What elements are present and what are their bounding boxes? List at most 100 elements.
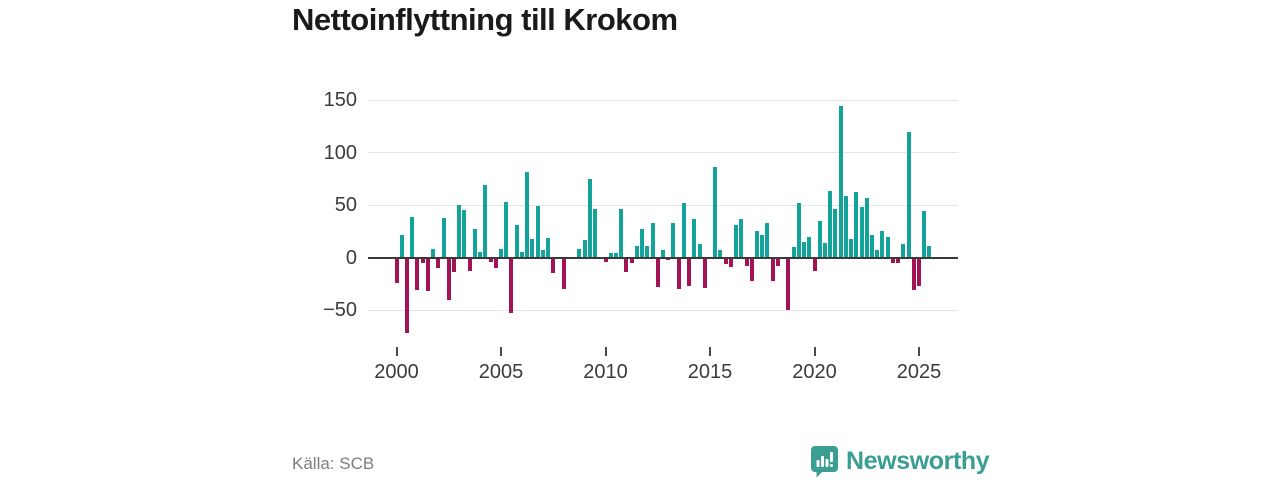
bar-2011Q4 [640,229,645,258]
bar-2021Q2 [838,106,843,258]
bar-2015Q2 [713,167,718,258]
bar-2001Q4 [431,249,436,258]
bar-2015Q4 [723,257,728,264]
bar-2000Q3 [404,257,409,334]
bar-2003Q1 [457,205,462,258]
bar-2007Q3 [551,257,556,274]
bar-2005Q1 [499,249,503,258]
bar-2005Q4 [514,224,519,258]
bar-2010Q3 [613,253,618,258]
bar-2017Q3 [760,235,765,258]
bar-2011Q1 [624,257,629,273]
bar-2004Q2 [483,185,488,258]
bar-2007Q2 [546,237,551,258]
bar-2004Q4 [493,257,498,268]
bar-2009Q2 [587,178,592,258]
gridline-y-100 [368,152,958,153]
bar-2025Q1 [917,257,921,286]
zero-axis-line [368,256,958,259]
bar-2002Q1 [436,257,441,268]
bar-2008Q1 [561,257,566,289]
bar-2002Q2 [441,217,446,258]
bar-2013Q4 [681,202,686,258]
bar-2018Q4 [786,257,791,310]
chart-title: Nettoinflyttning till Krokom [292,2,678,37]
x-axis-label-2020: 2020 [792,361,837,383]
bar-2006Q1 [519,252,524,258]
bar-2018Q1 [770,257,775,281]
bar-2000Q1 [394,257,399,283]
bar-2016Q4 [744,257,749,266]
bar-2000Q2 [399,235,404,258]
bar-2010Q2 [608,253,613,258]
bar-2013Q1 [666,257,671,260]
bar-2014Q4 [702,257,707,288]
bar-2025Q3 [927,245,932,258]
bar-2012Q3 [655,257,660,287]
bar-2011Q2 [629,257,634,263]
bar-2023Q1 [875,250,880,258]
bar-2016Q2 [734,224,739,258]
y-axis-label-50: 50 [334,194,357,216]
x-tick-2005 [500,347,502,356]
bar-2019Q2 [796,202,801,258]
bar-2021Q1 [833,209,838,258]
bar-2024Q3 [906,131,911,258]
x-axis-label-2005: 2005 [478,361,524,383]
y-axis-label-150: 150 [323,89,357,111]
bar-2003Q2 [462,210,467,258]
bar-2020Q3 [822,242,827,258]
bar-2020Q2 [817,220,822,258]
bar-2003Q4 [472,229,477,258]
bar-2022Q2 [859,207,864,258]
gridline-y-50 [368,204,958,206]
newsworthy-logo-icon [811,446,838,478]
bar-2019Q4 [807,236,812,258]
bar-2016Q3 [739,218,744,258]
gridline-y-150 [368,99,958,101]
bar-2001Q2 [420,257,425,263]
bar-2023Q2 [880,231,885,258]
bar-2015Q3 [718,250,723,258]
y-axis-label-100: 100 [323,141,357,164]
x-tick-2015 [709,347,711,356]
y-axis-label--50: −50 [323,299,357,321]
bar-2013Q3 [676,257,681,289]
x-axis-label-2000: 2000 [374,361,419,383]
bar-2016Q1 [728,257,733,267]
bar-2022Q3 [864,197,869,258]
y-axis-label-0: 0 [345,246,357,269]
x-axis-label-2015: 2015 [687,361,733,383]
bar-2014Q3 [697,243,702,258]
bar-2013Q2 [671,222,676,258]
bar-2014Q1 [687,257,692,286]
bar-2018Q2 [775,257,780,266]
bar-2024Q4 [911,257,916,291]
bar-2012Q1 [645,245,650,258]
bar-2023Q3 [885,236,890,258]
bar-2007Q1 [540,250,545,258]
brand-wordmark: Newsworthy [846,447,990,475]
brand-lockup: Newsworthy [810,445,990,478]
x-axis-label-2025: 2025 [896,361,942,383]
bar-2002Q4 [451,257,456,273]
bar-2024Q2 [901,243,906,258]
x-axis-label-2010: 2010 [583,361,628,383]
bar-2012Q2 [650,222,655,258]
bar-2008Q4 [577,249,582,258]
bar-2001Q3 [425,257,430,292]
bar-2001Q1 [415,257,420,291]
x-tick-2025 [918,347,920,356]
bar-2014Q2 [692,218,697,258]
bar-2024Q1 [896,257,901,263]
bar-2011Q3 [634,245,639,258]
bar-2021Q3 [843,195,848,258]
bar-2017Q1 [749,257,754,281]
gridline-y--50 [368,309,958,311]
bar-2020Q4 [828,191,833,258]
bar-2006Q3 [530,238,535,258]
bar-2003Q3 [467,257,472,272]
bar-2002Q3 [446,257,451,300]
source-note: Källa: SCB [292,454,375,473]
